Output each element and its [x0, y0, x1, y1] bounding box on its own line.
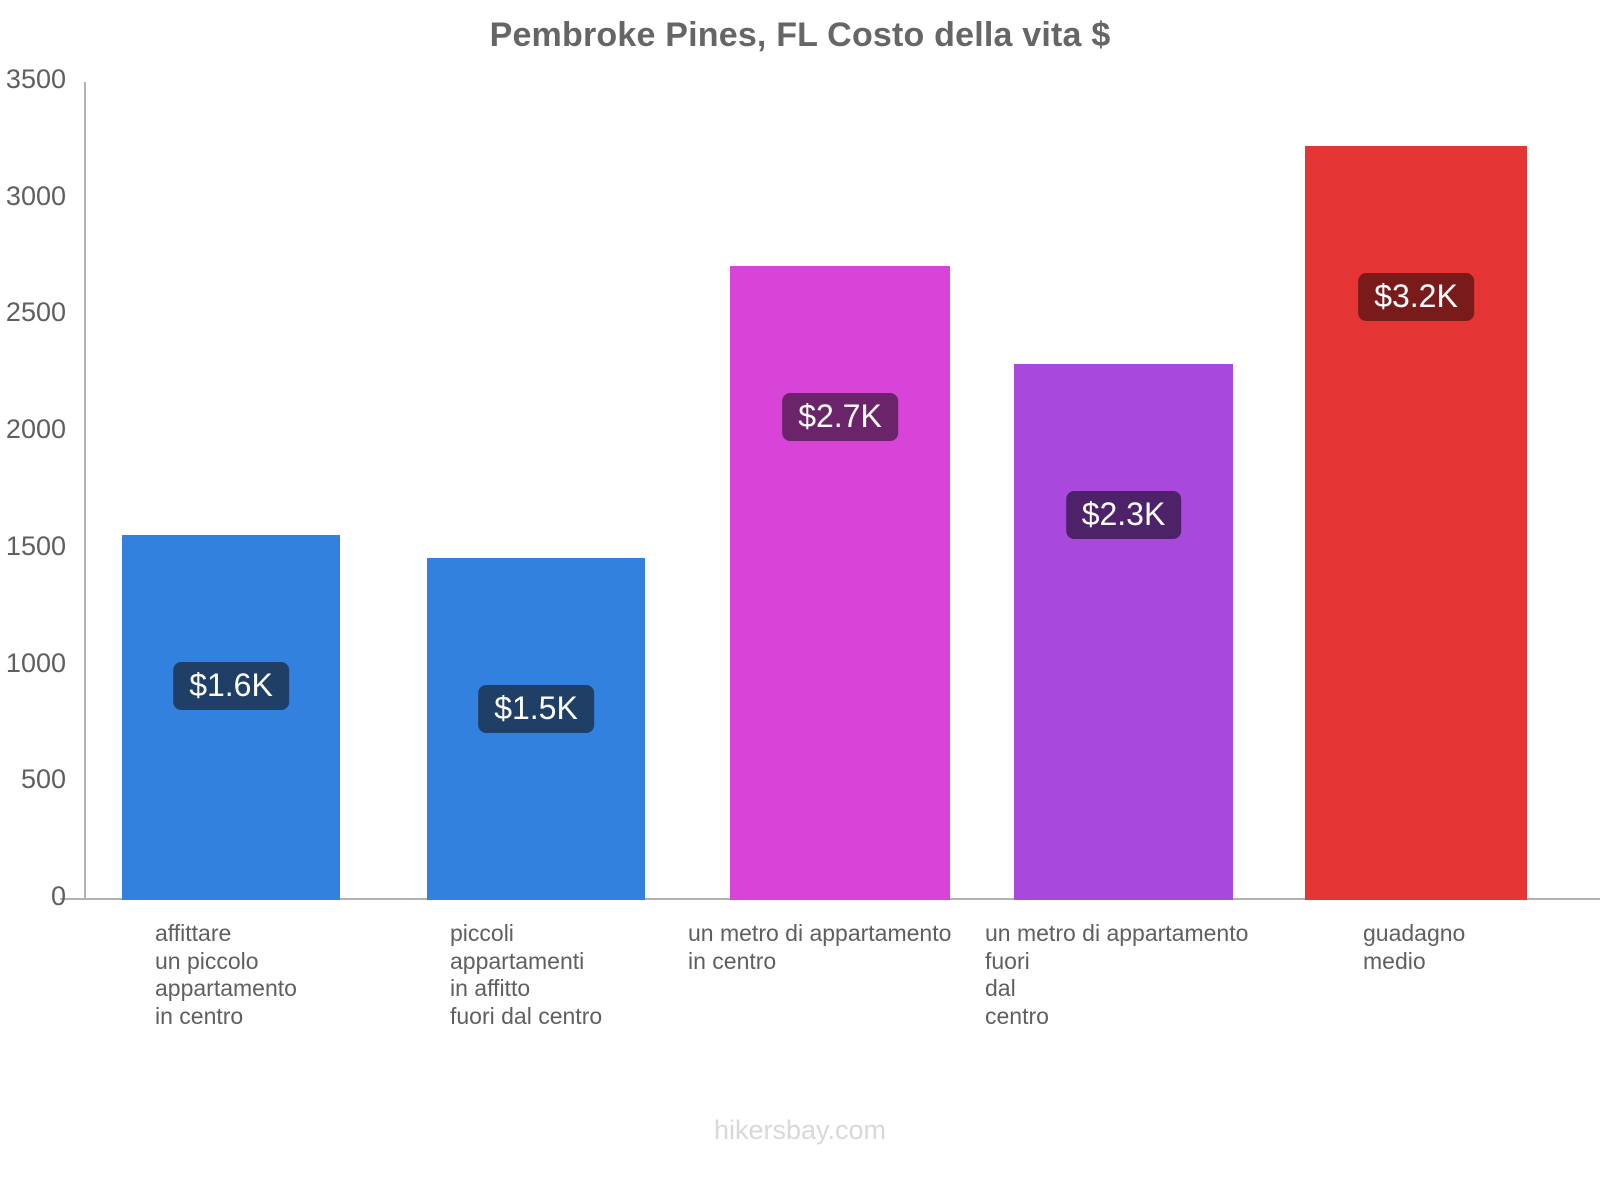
- bar[interactable]: [730, 266, 950, 900]
- x-tick-label: un metro di appartamento in centro: [688, 920, 952, 974]
- y-tick-label: 3500: [5, 64, 66, 94]
- bar-value-label: $2.7K: [782, 393, 898, 441]
- chart-title: Pembroke Pines, FL Costo della vita $: [489, 16, 1111, 54]
- y-tick-label: 2000: [5, 414, 66, 445]
- x-tick-label: piccoli appartamenti in affitto fuori da…: [450, 920, 603, 1029]
- x-tick-label: guadagno medio: [1363, 920, 1466, 974]
- plot-area: $1.6K $1.5K $2.7K $2.3K $3.2K: [84, 82, 1600, 900]
- y-tick-label: 0: [50, 881, 66, 911]
- bar[interactable]: [1305, 146, 1527, 900]
- y-tick-label: 1500: [5, 530, 66, 561]
- watermark-text: hikersbay.com: [713, 1115, 887, 1145]
- bar-value-label: $2.3K: [1065, 491, 1182, 540]
- y-tick-label: 3000: [5, 180, 66, 211]
- bar-value-label: $1.6K: [173, 662, 289, 711]
- x-tick-label: affittare un piccolo appartamento in cen…: [155, 920, 297, 1029]
- bar-value-label: $1.5K: [478, 685, 594, 734]
- y-tick-label: 500: [20, 764, 66, 795]
- bar[interactable]: [122, 535, 340, 900]
- x-tick-label: un metro di appartamento fuori dal centr…: [985, 920, 1249, 1029]
- bar-value-label: $3.2K: [1358, 273, 1474, 322]
- y-axis-line: [84, 82, 86, 900]
- y-tick-label: 1000: [5, 647, 66, 678]
- y-tick-label: 2500: [5, 297, 66, 328]
- bar[interactable]: [1014, 364, 1233, 900]
